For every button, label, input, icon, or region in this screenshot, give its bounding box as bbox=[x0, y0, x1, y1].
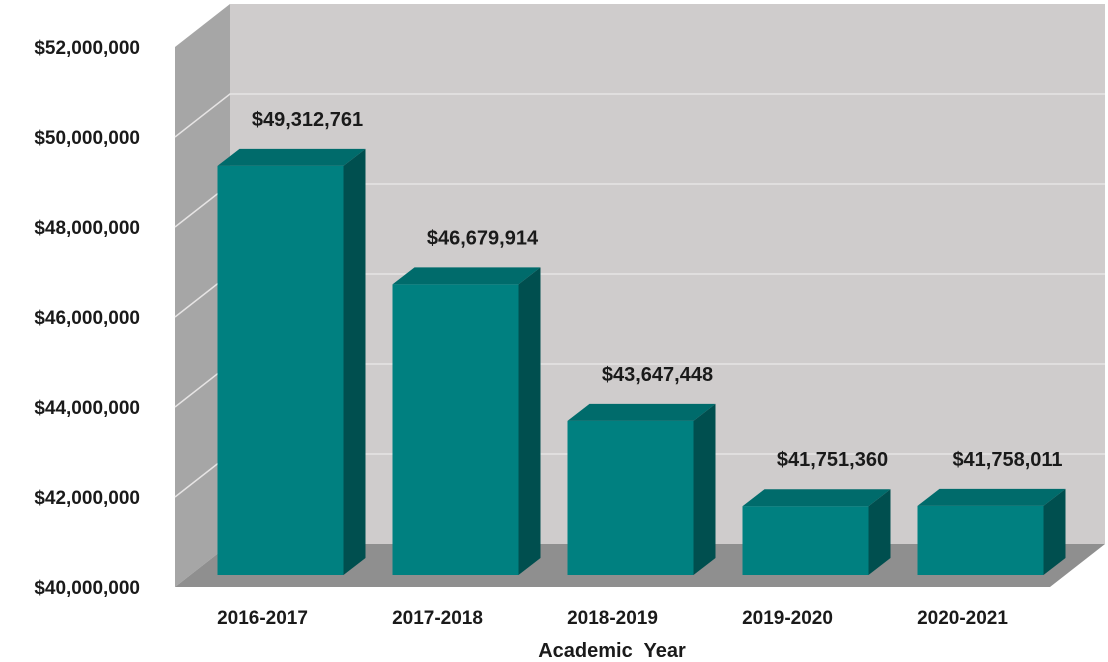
x-tick-label: 2018-2019 bbox=[567, 608, 658, 629]
y-tick-label: $44,000,000 bbox=[34, 398, 140, 419]
bar-side bbox=[693, 403, 716, 575]
data-labels: $49,312,761 $46,679,914 $43,647,448 $41,751… bbox=[252, 109, 1063, 471]
bar bbox=[217, 148, 366, 575]
bar-side bbox=[343, 148, 366, 575]
bar-top bbox=[392, 267, 541, 285]
x-axis-ticks: 2016-2017 2017-2018 2018-2019 2019-2020 2020… bbox=[217, 608, 1008, 629]
x-tick-label: 2019-2020 bbox=[742, 608, 833, 629]
bar-side bbox=[868, 489, 891, 575]
bar bbox=[392, 267, 541, 575]
data-label: $41,758,011 bbox=[952, 449, 1062, 471]
x-tick-label: 2017-2018 bbox=[392, 608, 483, 629]
bar bbox=[917, 488, 1066, 575]
gridline bbox=[174, 93, 1105, 138]
y-tick-label: $50,000,000 bbox=[34, 128, 140, 149]
bar-top bbox=[567, 403, 716, 421]
bar-side bbox=[1043, 488, 1066, 575]
data-label: $41,751,360 bbox=[777, 449, 888, 471]
x-tick-label: 2020-2021 bbox=[917, 608, 1008, 629]
y-tick-label: $40,000,000 bbox=[34, 578, 140, 599]
bar bbox=[742, 489, 891, 575]
bar-front bbox=[392, 284, 519, 575]
bar-front bbox=[742, 506, 869, 575]
x-tick-label: 2016-2017 bbox=[217, 608, 308, 629]
bars bbox=[217, 148, 1066, 575]
bar-top bbox=[217, 148, 366, 166]
y-tick-label: $42,000,000 bbox=[34, 488, 140, 509]
bar-front bbox=[917, 505, 1044, 575]
data-label: $46,679,914 bbox=[427, 227, 539, 249]
bar-top bbox=[742, 489, 891, 507]
x-axis-title: Academic Year bbox=[538, 640, 686, 662]
y-tick-label: $48,000,000 bbox=[34, 218, 140, 239]
bar-top bbox=[917, 488, 1066, 506]
data-label: $49,312,761 bbox=[252, 109, 363, 131]
y-tick-label: $46,000,000 bbox=[34, 308, 140, 329]
y-tick-label: $52,000,000 bbox=[34, 38, 140, 59]
bar-front bbox=[567, 420, 694, 575]
data-label: $43,647,448 bbox=[602, 364, 713, 386]
bar-side bbox=[518, 267, 541, 575]
bar-front bbox=[217, 165, 344, 575]
bar bbox=[567, 403, 716, 575]
y-axis-ticks: $40,000,000 $42,000,000 $44,000,000 $46,000… bbox=[34, 38, 140, 599]
